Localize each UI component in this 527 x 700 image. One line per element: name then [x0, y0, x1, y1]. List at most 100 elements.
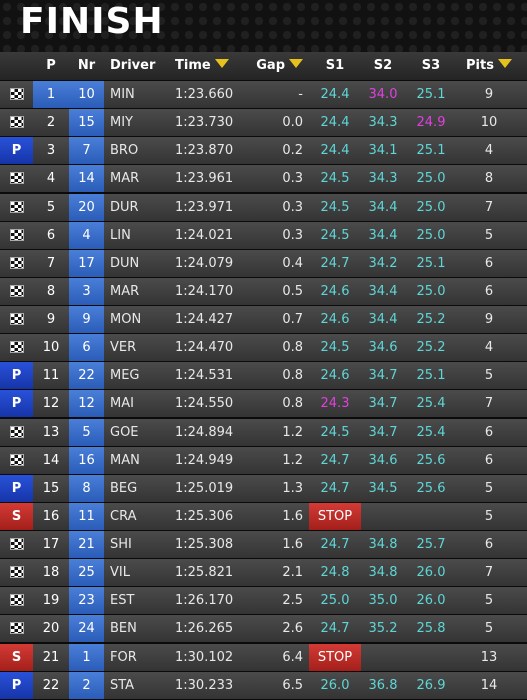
car-number: 21	[78, 537, 95, 552]
gap-value: 1.2	[282, 424, 303, 440]
table-row[interactable]: 18 25 VIL 1:25.821 2.1 24.8 34.8 26.0 7	[0, 559, 527, 587]
table-row[interactable]: 2 15 MIY 1:23.730 0.0 24.4 34.3 24.9 10	[0, 109, 527, 137]
lap-time: 1:25.308	[175, 537, 234, 552]
sector-s2: 34.8	[368, 565, 398, 581]
stop-badge: S	[0, 643, 33, 671]
header-time[interactable]: Time	[175, 52, 247, 80]
lap-time: 1:24.427	[175, 312, 234, 327]
lap-time: 1:23.961	[175, 171, 234, 187]
table-row[interactable]: P 12 12 MAI 1:24.550 0.8 24.3 34.7 25.4 7	[0, 390, 527, 418]
driver-name: DUN	[110, 255, 140, 271]
table-row[interactable]: P 15 8 BEG 1:25.019 1.3 24.7 34.5 25.6 5	[0, 474, 527, 502]
position-cell: 16	[33, 503, 69, 530]
pits-count: 4	[484, 340, 494, 356]
position-cell: 6	[33, 222, 69, 249]
table-row[interactable]: 5 20 DUR 1:23.971 0.3 24.5 34.4 25.0 7	[0, 193, 527, 221]
sector-s1: 24.8	[320, 565, 350, 581]
table-row[interactable]: S 16 11 CRA 1:25.306 1.6 STOP 5	[0, 502, 527, 530]
table-row[interactable]: 17 21 SHI 1:25.308 1.6 24.7 34.8 25.7 6	[0, 531, 527, 558]
header-gap-label: Gap	[256, 58, 285, 73]
table-row[interactable]: P 22 2 STA 1:30.233 6.5 26.0 36.8 26.9 14	[0, 671, 527, 699]
sector-s2: 34.6	[368, 340, 398, 356]
gap-value: 1.2	[282, 452, 303, 468]
lap-time: 1:24.894	[175, 424, 234, 440]
header-driver[interactable]: Driver	[110, 58, 156, 73]
table-row[interactable]: 1 10 MIN 1:23.660 - 24.4 34.0 25.1 9	[0, 81, 527, 108]
table-row[interactable]: 19 23 EST 1:26.170 2.5 25.0 35.0 26.0 5	[0, 587, 527, 615]
checkered-flag-icon	[10, 284, 24, 297]
position-value: 15	[42, 480, 60, 496]
car-number-box	[69, 502, 104, 530]
pits-count: 6	[484, 452, 494, 468]
car-number: 14	[78, 171, 95, 187]
header-s2[interactable]: S2	[373, 58, 393, 73]
table-row[interactable]: 7 17 DUN 1:24.079 0.4 24.7 34.2 25.1 6	[0, 249, 527, 277]
table-row[interactable]: P 3 7 BRO 1:23.870 0.2 24.4 34.1 25.1 4	[0, 137, 527, 165]
position-value: 20	[42, 621, 60, 637]
position-cell: 21	[33, 644, 69, 671]
car-number: 25	[78, 565, 95, 581]
gap-value: 0.5	[282, 283, 303, 299]
car-number-cell: 6	[69, 334, 104, 361]
stop-badge: S	[0, 502, 33, 530]
sector-s2: 34.7	[368, 424, 398, 440]
driver-name: LIN	[110, 227, 131, 243]
sector-s3: 25.1	[416, 368, 446, 384]
table-row[interactable]: 6 4 LIN 1:24.021 0.3 24.5 34.4 25.0 5	[0, 221, 527, 249]
pits-count: 5	[484, 593, 494, 609]
sector-s2: 34.1	[368, 143, 398, 159]
car-number-cell: 2	[69, 672, 104, 699]
header-gap[interactable]: Gap	[247, 52, 303, 80]
sector-s2: 34.3	[368, 171, 398, 187]
car-number: 24	[78, 621, 95, 637]
table-row[interactable]: 14 16 MAN 1:24.949 1.2 24.7 34.6 25.6 6	[0, 446, 527, 474]
position-value: 13	[42, 424, 60, 440]
car-number: 11	[78, 508, 95, 524]
gap-value: 2.1	[282, 565, 303, 581]
sector-s3: 25.4	[416, 396, 446, 412]
table-row[interactable]: 9 9 MON 1:24.427 0.7 24.6 34.4 25.2 9	[0, 306, 527, 333]
driver-name: SHI	[110, 537, 132, 552]
table-row[interactable]: S 21 1 FOR 1:30.102 6.4 STOP 13	[0, 643, 527, 671]
table-row[interactable]: 8 3 MAR 1:24.170 0.5 24.6 34.4 25.0 6	[0, 277, 527, 305]
lap-time: 1:24.949	[175, 452, 234, 468]
position-cell: 10	[33, 334, 69, 361]
header-pos[interactable]: P	[46, 58, 56, 73]
sector-s1: 24.7	[320, 621, 350, 637]
header-s3[interactable]: S3	[421, 58, 441, 73]
sector-s1: 24.4	[320, 143, 350, 159]
header-pits[interactable]: Pits	[460, 52, 518, 80]
car-number: 5	[82, 424, 91, 440]
sector-s2: 35.0	[368, 593, 398, 609]
car-number: 17	[78, 255, 95, 271]
table-row[interactable]: 10 6 VER 1:24.470 0.8 24.5 34.6 25.2 4	[0, 334, 527, 362]
car-number-box	[69, 221, 104, 249]
sort-arrow-icon	[289, 59, 303, 68]
pits-count: 5	[484, 480, 494, 496]
pits-count: 6	[484, 537, 494, 552]
status-cell	[0, 306, 33, 333]
sector-s3: 25.1	[416, 87, 446, 102]
table-row[interactable]: 4 14 MAR 1:23.961 0.3 24.5 34.3 25.0 8	[0, 165, 527, 193]
header-s1[interactable]: S1	[325, 58, 345, 73]
status-cell	[0, 615, 33, 642]
position-value: 12	[42, 396, 60, 412]
checkered-flag-icon	[10, 88, 24, 100]
table-row[interactable]: P 11 22 MEG 1:24.531 0.8 24.6 34.7 25.1 5	[0, 362, 527, 390]
pits-count: 7	[484, 565, 494, 581]
position-cell: 8	[33, 278, 69, 305]
sector-s3: 25.0	[416, 171, 446, 187]
status-cell	[0, 194, 33, 221]
sector-s1: 24.5	[320, 340, 350, 356]
sector-s1: 24.5	[320, 199, 350, 215]
position-value: 18	[42, 565, 60, 581]
sector-s1: 24.5	[320, 171, 350, 187]
table-row[interactable]: 20 24 BEN 1:26.265 2.6 24.7 35.2 25.8 5	[0, 615, 527, 643]
pits-count: 5	[484, 508, 494, 524]
car-number-box	[69, 165, 104, 193]
header-nr[interactable]: Nr	[77, 58, 96, 73]
lap-time: 1:26.170	[175, 593, 234, 609]
table-row[interactable]: 13 5 GOE 1:24.894 1.2 24.5 34.7 25.4 6	[0, 418, 527, 446]
gap-value: 0.3	[282, 199, 303, 215]
driver-name: MIY	[110, 115, 133, 131]
